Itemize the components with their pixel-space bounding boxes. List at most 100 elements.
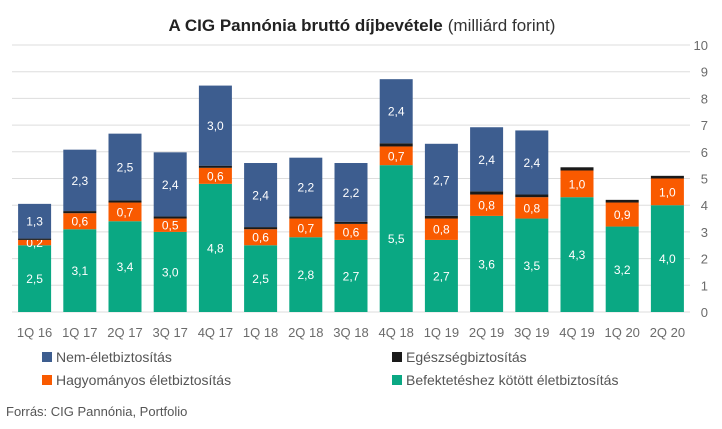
bar-segment — [18, 238, 52, 240]
chart-title-suffix: (milliárd forint) — [448, 16, 556, 35]
data-label: 0,9 — [614, 208, 631, 222]
y-tick-label: 1 — [701, 278, 708, 293]
bar-segment — [198, 85, 232, 166]
bar-segment — [334, 223, 368, 240]
data-label: 1,0 — [569, 177, 586, 191]
x-tick-label: 4Q 19 — [559, 325, 594, 340]
data-label: 0,6 — [207, 169, 224, 183]
bar-segment — [63, 229, 97, 312]
bar-segment — [379, 146, 413, 166]
x-tick-label: 3Q 17 — [152, 325, 187, 340]
bar-segment — [470, 127, 504, 192]
y-tick-label: 0 — [701, 305, 708, 320]
bar-segment — [605, 202, 639, 227]
bar-segment — [289, 237, 323, 312]
bar-segment — [515, 218, 549, 312]
data-label: 2,4 — [523, 156, 540, 170]
bar-segment — [108, 133, 142, 201]
data-label: 2,2 — [343, 186, 360, 200]
data-label: 2,4 — [162, 178, 179, 192]
data-label: 5,5 — [388, 232, 405, 246]
x-tick-label: 2Q 20 — [650, 325, 685, 340]
bar-segment — [63, 211, 97, 214]
chart-title: A CIG Pannónia bruttó díjbevétele (milliá… — [169, 16, 556, 35]
bar-segment — [424, 143, 458, 216]
data-label: 3,0 — [162, 265, 179, 279]
bar-segment — [379, 79, 413, 144]
bar-segment — [153, 218, 187, 232]
x-tick-label: 2Q 19 — [469, 325, 504, 340]
legend-label: Nem-életbiztosítás — [56, 349, 172, 365]
data-label: 2,5 — [252, 272, 269, 286]
data-label: 4,3 — [569, 248, 586, 262]
bar-segment — [424, 239, 458, 312]
bar-segment — [379, 165, 413, 312]
data-label: 4,0 — [659, 252, 676, 266]
bar-segment — [18, 245, 52, 312]
data-label: 0,7 — [297, 221, 314, 235]
x-axis-ticks: 1Q 16 1Q 17 2Q 17 3Q 17 4Q 17 1Q 18 2Q 18 3Q 18… — [17, 325, 685, 340]
y-tick-label: 10 — [694, 38, 708, 53]
data-label: 2,2 — [297, 181, 314, 195]
bar-segment — [18, 239, 52, 246]
bar-segment — [424, 215, 458, 219]
legend-swatch — [42, 352, 52, 362]
bar-segment — [153, 216, 187, 219]
bars: 2,50,21,33,10,62,33,40,72,53,00,52,44,80… — [18, 79, 684, 312]
data-label: 2,3 — [71, 174, 88, 188]
bar-segment — [244, 245, 278, 312]
data-label: 4,8 — [207, 241, 224, 255]
y-tick-label: 4 — [701, 198, 708, 213]
source-note: Forrás: CIG Pannónia, Portfolio — [6, 404, 187, 419]
data-label: 0,6 — [252, 231, 269, 245]
bar-segment — [108, 200, 142, 203]
data-label: 2,5 — [117, 161, 134, 175]
bar-segment — [244, 163, 278, 228]
legend-swatch — [392, 352, 402, 362]
y-tick-label: 8 — [701, 91, 708, 106]
bar-segment — [334, 239, 368, 312]
x-tick-label: 2Q 18 — [288, 325, 323, 340]
legend-label: Befektetéshez kötött életbiztosítás — [406, 372, 618, 388]
y-tick-label: 9 — [701, 65, 708, 80]
data-label: 2,4 — [478, 153, 495, 167]
y-tick-label: 6 — [701, 145, 708, 160]
x-tick-label: 1Q 20 — [604, 325, 639, 340]
legend-label: Egészségbiztosítás — [406, 349, 527, 365]
bar-segment — [470, 194, 504, 216]
data-label: 3,1 — [71, 264, 88, 278]
bar-segment — [198, 165, 232, 168]
bar-segment — [560, 197, 594, 312]
bar-segment — [244, 227, 278, 230]
legend-swatch — [392, 375, 402, 385]
bar-segment — [560, 170, 594, 198]
y-axis-ticks: 0 1 2 3 4 5 6 7 8 9 10 — [694, 38, 708, 320]
legend-label: Hagyományos életbiztosítás — [56, 372, 231, 388]
data-label: 2,4 — [388, 105, 405, 119]
data-label: 1,3 — [26, 215, 43, 229]
data-label: 2,5 — [26, 272, 43, 286]
legend-swatch — [42, 375, 52, 385]
x-tick-label: 4Q 18 — [378, 325, 413, 340]
bar-segment — [289, 218, 323, 238]
legend: Nem-életbiztosítás Egészségbiztosítás Hagy… — [42, 349, 618, 388]
x-tick-label: 1Q 17 — [62, 325, 97, 340]
bar-segment — [470, 191, 504, 195]
bar-segment — [560, 167, 594, 171]
bar-segment — [650, 205, 684, 312]
bar-segment — [650, 178, 684, 206]
data-label: 2,7 — [343, 269, 360, 283]
chart-title-main: A CIG Pannónia bruttó díjbevétele — [169, 16, 443, 35]
y-tick-label: 7 — [701, 118, 708, 133]
data-label: 0,5 — [162, 219, 179, 233]
data-label: 0,8 — [523, 201, 540, 215]
x-tick-label: 1Q 16 — [17, 325, 52, 340]
bar-segment — [289, 216, 323, 219]
x-tick-label: 3Q 18 — [333, 325, 368, 340]
bar-segment — [650, 175, 684, 179]
data-label: 0,7 — [117, 205, 134, 219]
data-label: 2,7 — [433, 173, 450, 187]
data-label: 2,4 — [252, 189, 269, 203]
bar-segment — [605, 226, 639, 312]
